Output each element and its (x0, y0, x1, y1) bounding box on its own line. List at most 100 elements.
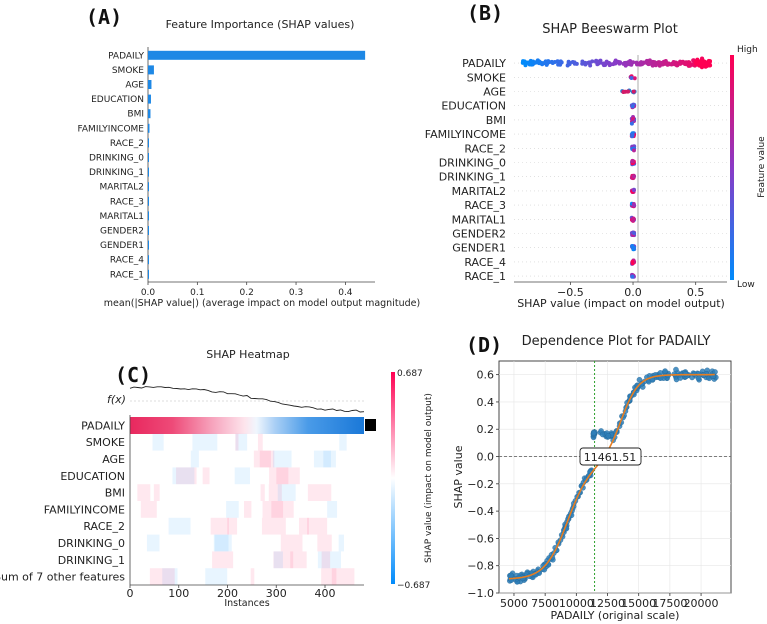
panel-d-dot-235 (590, 430, 597, 436)
panel-d-ytick-7: −0.8 (467, 560, 494, 573)
panel-c-ylabel-5: FAMILYINCOME (44, 503, 125, 516)
panel-b-dot-367 (630, 159, 635, 164)
panel-b-ylabel-1: SMOKE (467, 71, 506, 84)
panel-c-cell-23 (137, 484, 151, 501)
panel-b-dot-479 (630, 261, 635, 266)
panel-b-ylabel-5: FAMILYINCOME (425, 128, 506, 141)
panel-c-xtick-2: 200 (217, 587, 238, 600)
panel-b-title: SHAP Beeswarm Plot (542, 22, 678, 37)
panel-c-cell-37 (213, 534, 232, 552)
panel-a-xtick-2: 0.2 (240, 288, 254, 298)
panel-b-dot-335 (630, 134, 635, 139)
panel-d-letter: (D) (466, 333, 502, 357)
panel-d-threshold-box (579, 447, 642, 466)
panel-a-xtick-3: 0.3 (289, 288, 303, 298)
panel-b-dot-215 (555, 59, 560, 64)
panel-a-ylabel-5: FAMILYINCOME (78, 124, 145, 134)
panel-c-cell-16 (276, 467, 300, 485)
panel-d-ytick-0: 0.6 (477, 369, 495, 382)
panel-c-colorbar-label: SHAP value (impact on model output) (424, 393, 434, 563)
panel-c-fx-curve (129, 386, 365, 413)
panel-d-ytick-2: 0.2 (477, 423, 495, 436)
panel-b-colorbar-high: High (737, 45, 758, 55)
panel-b-dot-184 (627, 61, 632, 66)
panel-c-fx-label: f(x) (107, 393, 126, 406)
panel-b-colorbar-label: Feature value (757, 136, 767, 198)
panel-c-letter: (C) (115, 363, 151, 387)
panel-b-colorbar-low: Low (737, 280, 755, 290)
panel-d-ytick-8: −1.0 (467, 587, 494, 600)
panel-b-dot-269 (695, 62, 700, 67)
panel-b-dot-221 (650, 63, 655, 68)
panel-a-bar-10 (148, 196, 149, 206)
panel-a-bar-3 (148, 94, 151, 104)
panel-c-cell-52 (149, 568, 175, 585)
panel-c-cell-5 (192, 433, 218, 451)
panel-b-dot-216 (665, 62, 670, 67)
panel-c-cell-29 (243, 501, 252, 518)
panel-c-cell-15 (269, 467, 289, 485)
panel-d-dot-249 (657, 370, 664, 376)
panel-a-bar-14 (148, 255, 149, 265)
panel-c-cell-53 (250, 568, 255, 585)
panel-b-dot-399 (631, 188, 636, 193)
panel-c-cell-17 (234, 467, 250, 485)
panel-d-ytick-5: −0.4 (467, 505, 494, 518)
panel-c-cell-40 (280, 534, 303, 552)
panel-c-importance-bar (365, 419, 376, 431)
panel-b-ylabel-0: PADAILY (462, 57, 506, 70)
panel-a-bar-6 (148, 138, 149, 148)
panel-a-ylabel-2: AGE (125, 81, 144, 91)
panel-b-dot-229 (527, 62, 532, 67)
panel-b-dot-274 (632, 76, 637, 81)
panel-d-dot-244 (508, 572, 514, 579)
panel-b-dot-225 (657, 60, 662, 65)
panel-b-dot-282 (631, 89, 636, 94)
panel-c-xlabel: Instances (224, 598, 269, 609)
panel-b-dot-192 (590, 59, 595, 64)
panel-b-dot-209 (669, 62, 674, 67)
panel-a-ylabel-9: MARITAL2 (99, 183, 144, 193)
panel-b-dot-447 (632, 231, 637, 236)
panel-b-dot-351 (631, 148, 636, 153)
panel-c-ylabel-3: EDUCATION (60, 470, 125, 483)
panel-d-xtick-5: 17500 (652, 597, 687, 610)
panel-c-cell-27 (140, 501, 157, 518)
panel-b-dot-267 (698, 63, 703, 68)
panel-c-ylabel-8: DRINKING_1 (58, 554, 125, 567)
panel-b-dot-383 (632, 174, 637, 179)
panel-b-dot-227 (522, 59, 527, 64)
panel-c-cell-6 (253, 450, 271, 468)
panel-d-ylabel: SHAP value (452, 445, 465, 508)
panel-b-dot-152 (601, 63, 606, 68)
panel-c-cell-41 (338, 534, 345, 552)
panel-b-dot-319 (630, 116, 635, 121)
panel-b-ylabel-11: MARITAL1 (452, 213, 506, 226)
panel-c-cell-42 (273, 551, 294, 569)
panel-c-cell-21 (260, 484, 265, 501)
panel-d-dot-201 (662, 368, 668, 374)
panel-a-ylabel-3: EDUCATION (91, 95, 144, 105)
panel-c-cell-49 (162, 568, 178, 585)
panel-d-fit-curve (508, 373, 715, 580)
panel-a-title: Feature Importance (SHAP values) (166, 18, 355, 31)
panel-b-dot-167 (607, 62, 612, 67)
panel-c-xtick-1: 100 (168, 587, 189, 600)
panel-c-title: SHAP Heatmap (206, 348, 289, 361)
panel-a-ylabel-8: DRINKING_1 (89, 168, 144, 178)
panel-a-bar-2 (148, 80, 152, 89)
panel-c-ylabel-4: BMI (105, 487, 125, 500)
panel-c: (C) SHAP Heatmap f(x) PADAILY SMOKE AGE EDU… (0, 348, 434, 609)
panel-b-dot-318 (629, 121, 634, 126)
panel-b-dot-212 (596, 61, 601, 66)
panel-b-dot-166 (550, 61, 555, 66)
panel-a-ylabel-6: RACE_2 (110, 139, 144, 149)
panel-c-cell-38 (214, 534, 229, 552)
panel-c-cell-50 (331, 568, 355, 585)
panel-c-cell-36 (146, 534, 160, 552)
panel-c-cell-45 (317, 551, 342, 569)
panel-d-dot-225 (691, 371, 698, 377)
panel-c-colorbar (391, 372, 395, 584)
panel-b-dot-189 (623, 63, 628, 68)
panel-a-bar-1 (148, 65, 154, 75)
